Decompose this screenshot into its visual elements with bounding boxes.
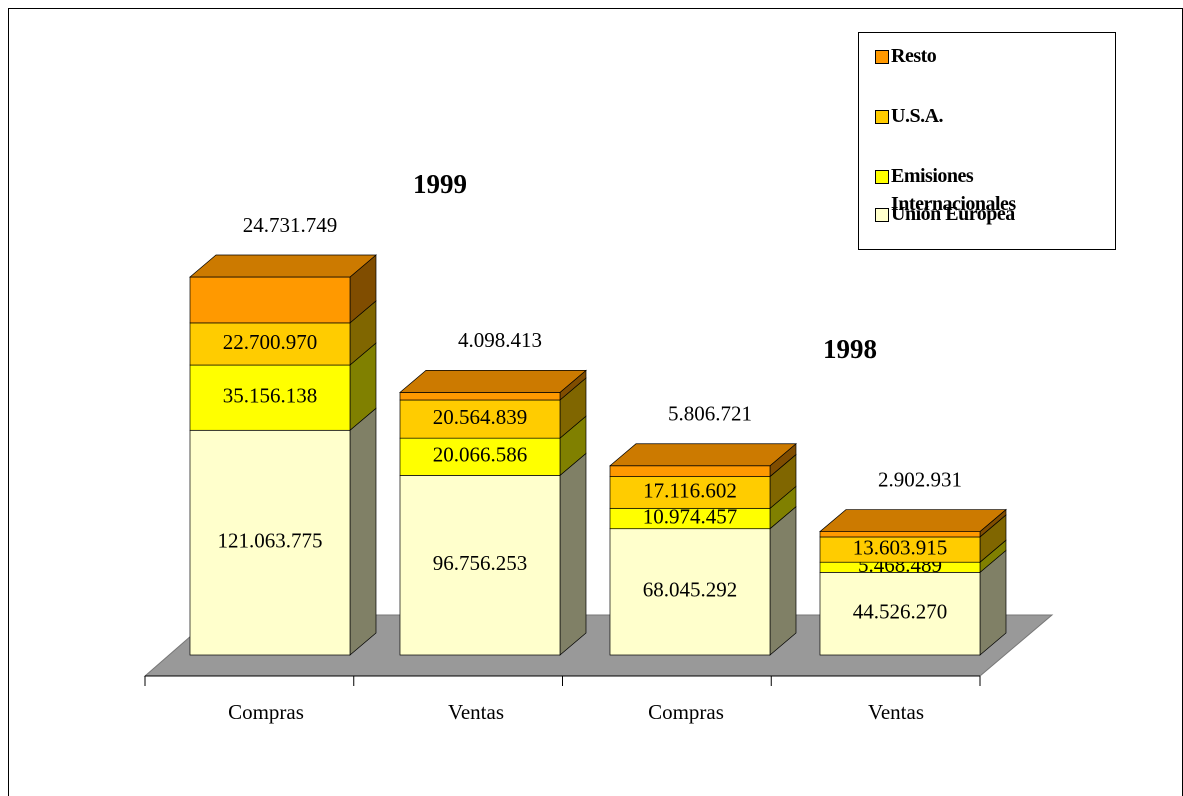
legend-swatch (875, 208, 889, 222)
bar (609, 465, 771, 477)
x-tick-label: Ventas (448, 700, 504, 724)
x-tick-label: Compras (648, 700, 724, 724)
annotation: 1998 (823, 334, 877, 364)
legend-item: Resto (875, 45, 1115, 105)
legend-item: U.S.A. (875, 105, 1115, 165)
value-label: 20.066.586 (433, 443, 528, 467)
annotation: 1999 (413, 169, 467, 199)
legend-swatch (875, 170, 889, 184)
bar-top (819, 509, 1007, 532)
bar (399, 475, 561, 656)
value-label: 96.756.253 (433, 551, 528, 575)
bar (819, 531, 981, 538)
legend-item: Unión Europea (875, 203, 1115, 228)
legend-swatch (875, 110, 889, 124)
value-label: 22.700.970 (223, 330, 318, 354)
bar (189, 276, 351, 324)
bar (399, 437, 561, 476)
bar-side (349, 407, 377, 656)
bar-top (399, 370, 587, 393)
value-label: 35.156.138 (223, 383, 318, 407)
legend-label: Unión Europea (891, 203, 1015, 225)
legend-label: Emisiones Internacionales (891, 165, 1016, 215)
bar-top (609, 443, 797, 467)
value-label: 121.063.775 (218, 528, 323, 552)
bar (189, 322, 351, 366)
bar (609, 528, 771, 656)
value-label: 5.806.721 (668, 402, 752, 426)
value-label: 2.902.931 (878, 467, 962, 491)
legend: Resto U.S.A. Emisiones Internacionales Unió… (858, 32, 1116, 250)
value-label: 4.098.413 (458, 328, 542, 352)
bar-top (189, 254, 377, 278)
bar (189, 364, 351, 431)
value-label: 44.526.270 (853, 599, 948, 623)
bar-side (559, 452, 587, 656)
bar-side (769, 505, 797, 656)
value-label: 68.045.292 (643, 578, 738, 602)
value-label: 24.731.749 (243, 213, 338, 237)
legend-item: Emisiones Internacionales (875, 165, 1115, 225)
x-tick-label: Ventas (868, 700, 924, 724)
bar (399, 392, 561, 401)
value-label: 13.603.915 (853, 535, 948, 559)
value-label: 17.116.602 (643, 478, 737, 502)
bar (399, 399, 561, 439)
value-label: 20.564.839 (433, 405, 528, 429)
bar (189, 429, 351, 656)
legend-swatch (875, 50, 889, 64)
bar (819, 572, 981, 656)
legend-label: Resto (891, 45, 937, 67)
legend-label: U.S.A. (891, 105, 944, 127)
x-tick-label: Compras (228, 700, 304, 724)
